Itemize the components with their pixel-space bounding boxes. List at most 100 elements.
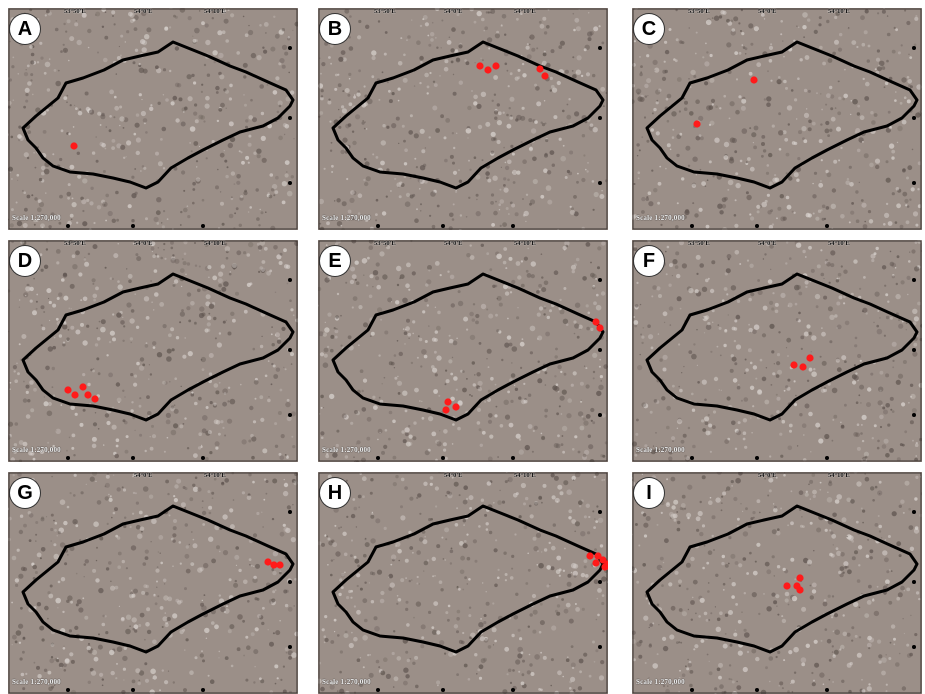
map-svg	[318, 472, 608, 694]
observation-marker	[64, 386, 72, 394]
lon-tick: 53°50'E	[688, 240, 710, 247]
lon-tick: 54°10'E	[828, 240, 850, 247]
observation-marker	[264, 558, 272, 566]
observation-marker	[484, 66, 492, 74]
observation-marker	[750, 76, 758, 84]
scale-label: Scale 1:270,000	[636, 446, 685, 454]
lon-tick: 54°0'E	[444, 472, 463, 479]
map-panel-g: 54°0'E 54°10'E G Scale 1:270,000	[8, 472, 298, 694]
map-panel-f: 53°50'E 54°0'E 54°10'E F Scale 1:270,000	[632, 240, 922, 462]
lon-tick: 54°10'E	[828, 472, 850, 479]
panel-letter: I	[634, 478, 664, 508]
map-panel-e: 53°50'E 54°0'E 54°10'E E Scale 1:270,000	[318, 240, 608, 462]
observation-marker	[442, 406, 450, 414]
map-svg	[8, 472, 298, 694]
watershed-boundary	[21, 40, 295, 190]
observation-marker	[541, 72, 549, 80]
watershed-boundary	[21, 504, 295, 654]
observation-marker	[596, 324, 604, 332]
map-panel-c: 53°50'E 54°0'E 54°10'E C Scale 1:270,000	[632, 8, 922, 230]
map-svg	[318, 8, 608, 230]
map-panel-a: 53°50'E 54°0'E 54°10'E A Scale 1:270,000	[8, 8, 298, 230]
lon-tick: 53°50'E	[64, 240, 86, 247]
observation-marker	[536, 65, 544, 73]
lon-tick: 54°0'E	[134, 472, 153, 479]
observation-marker	[796, 574, 804, 582]
lon-tick: 54°10'E	[828, 8, 850, 15]
panel-letter: E	[320, 246, 350, 276]
observation-marker	[783, 582, 791, 590]
observation-marker	[84, 391, 92, 399]
map-svg	[318, 240, 608, 462]
observation-marker	[796, 586, 804, 594]
map-panel-d: 53°50'E 54°0'E 54°10'E D Scale 1:270,000	[8, 240, 298, 462]
observation-marker	[444, 398, 452, 406]
watershed-boundary	[331, 272, 605, 422]
scale-label: Scale 1:270,000	[322, 678, 371, 686]
panel-letter: A	[10, 14, 40, 44]
lon-tick: 53°50'E	[64, 8, 86, 15]
lon-tick: 54°10'E	[204, 8, 226, 15]
scale-label: Scale 1:270,000	[12, 678, 61, 686]
scale-label: Scale 1:270,000	[636, 214, 685, 222]
lon-tick: 53°50'E	[374, 240, 396, 247]
map-panel-b: 53°50'E 54°0'E 54°10'E B Scale 1:270,000	[318, 8, 608, 230]
lon-tick: 54°10'E	[204, 472, 226, 479]
lon-tick: 54°0'E	[758, 8, 777, 15]
panel-letter: C	[634, 14, 664, 44]
map-svg	[632, 8, 922, 230]
panel-letter: G	[10, 478, 40, 508]
scale-label: Scale 1:270,000	[12, 214, 61, 222]
observation-marker	[592, 318, 600, 326]
map-svg	[632, 240, 922, 462]
observation-marker	[601, 563, 608, 571]
panel-letter: D	[10, 246, 40, 276]
panel-letter: B	[320, 14, 350, 44]
lon-tick: 54°0'E	[134, 8, 153, 15]
lon-tick: 54°10'E	[204, 240, 226, 247]
observation-marker	[586, 552, 594, 560]
observation-marker	[592, 559, 600, 567]
observation-marker	[799, 363, 807, 371]
scale-label: Scale 1:270,000	[636, 678, 685, 686]
observation-marker	[452, 403, 460, 411]
watershed-boundary	[21, 272, 295, 422]
watershed-boundary	[331, 40, 605, 190]
lon-tick: 53°50'E	[374, 8, 396, 15]
map-panel-i: 54°0'E 54°10'E I Scale 1:270,000	[632, 472, 922, 694]
map-svg	[8, 8, 298, 230]
panel-letter: F	[634, 246, 664, 276]
watershed-boundary	[645, 504, 919, 654]
lon-tick: 54°10'E	[514, 472, 536, 479]
observation-marker	[70, 142, 78, 150]
lon-tick: 54°10'E	[514, 240, 536, 247]
lon-tick: 54°0'E	[134, 240, 153, 247]
observation-marker	[492, 62, 500, 70]
observation-marker	[79, 383, 87, 391]
map-svg	[8, 240, 298, 462]
observation-marker	[790, 361, 798, 369]
watershed-boundary	[331, 504, 605, 654]
lon-tick: 53°50'E	[688, 8, 710, 15]
observation-marker	[276, 561, 284, 569]
watershed-boundary	[645, 40, 919, 190]
observation-marker	[806, 354, 814, 362]
lon-tick: 54°0'E	[758, 472, 777, 479]
lon-tick: 54°0'E	[444, 240, 463, 247]
panel-letter: H	[320, 478, 350, 508]
observation-marker	[270, 561, 278, 569]
lon-tick: 54°10'E	[514, 8, 536, 15]
scale-label: Scale 1:270,000	[322, 446, 371, 454]
scale-label: Scale 1:270,000	[12, 446, 61, 454]
watershed-boundary	[645, 272, 919, 422]
lon-tick: 54°0'E	[758, 240, 777, 247]
map-panel-h: 54°0'E 54°10'E H Scale 1:270,000	[318, 472, 608, 694]
observation-marker	[599, 556, 607, 564]
observation-marker	[91, 395, 99, 403]
scale-label: Scale 1:270,000	[322, 214, 371, 222]
lon-tick: 54°0'E	[444, 8, 463, 15]
observation-marker	[693, 120, 701, 128]
observation-marker	[476, 62, 484, 70]
map-svg	[632, 472, 922, 694]
observation-marker	[71, 391, 79, 399]
